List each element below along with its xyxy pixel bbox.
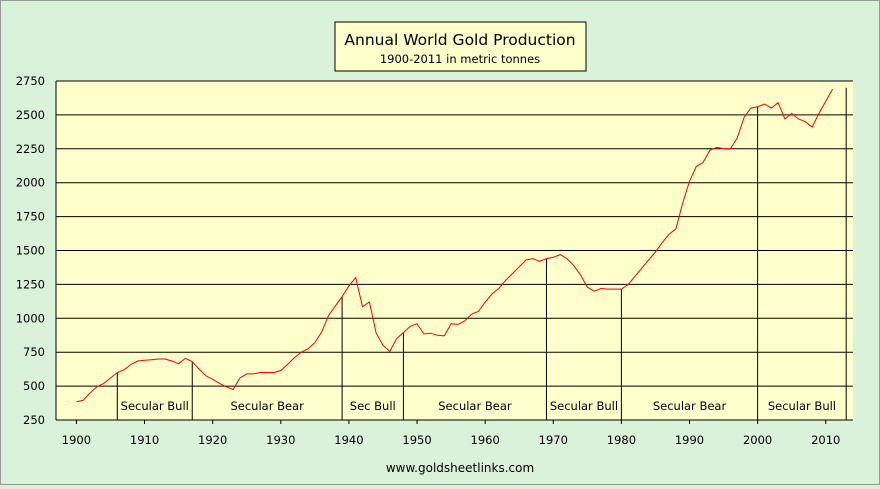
trend-label: Secular Bear: [438, 399, 512, 413]
source-link[interactable]: www.goldsheetlinks.com: [386, 461, 534, 475]
x-tick-label: 1960: [471, 433, 500, 447]
x-tick-label: 1930: [266, 433, 295, 447]
line-layer: [76, 88, 834, 403]
chart-subtitle: 1900-2011 in metric tonnes: [380, 52, 540, 66]
trend-label: Secular Bull: [121, 399, 189, 413]
y-tick-label: 2000: [16, 176, 45, 190]
production-line: [76, 88, 834, 403]
annotation-layer: Secular Bull Secular Bear Sec Bull Secular …: [121, 399, 836, 413]
x-tick-label: 1900: [62, 433, 91, 447]
x-tick-label: 2000: [743, 433, 772, 447]
x-tick-label: 1950: [402, 433, 431, 447]
y-tick-label: 1250: [16, 277, 45, 291]
divider-layer: [116, 87, 847, 420]
title-box-frame: [334, 21, 587, 72]
y-tick-label: 2250: [16, 142, 45, 156]
y-tick-label: 2750: [16, 74, 45, 88]
title-box: Annual World Gold Production 1900-2011 i…: [334, 21, 587, 72]
y-tick-label: 2500: [16, 108, 45, 122]
x-tick-label: 1990: [675, 433, 704, 447]
x-tick-label: 1940: [334, 433, 363, 447]
x-tick-label: 1920: [198, 433, 227, 447]
trend-label: Secular Bear: [653, 399, 727, 413]
y-tick-layer: 250 500 750 1000 1250 1500 1750 2000 2250 2500 275…: [16, 74, 45, 427]
x-tick-label: 1910: [130, 433, 159, 447]
trend-label: Sec Bull: [350, 399, 396, 413]
y-tick-label: 250: [23, 413, 45, 427]
y-tick-label: 750: [23, 345, 45, 359]
x-tick-label: 1980: [607, 433, 636, 447]
y-tick-label: 1750: [16, 210, 45, 224]
y-tick-label: 1000: [16, 311, 45, 325]
x-tick-label: 2010: [811, 433, 840, 447]
trend-label: Secular Bull: [550, 399, 618, 413]
grid-layer: [55, 80, 853, 421]
x-tick-layer: 1900 1910 1920 1930 1940 1950 1960 1970 1980 1990…: [62, 420, 840, 447]
y-tick-label: 1500: [16, 244, 45, 258]
y-tick-label: 500: [23, 379, 45, 393]
trend-label: Secular Bull: [768, 399, 836, 413]
chart-title: Annual World Gold Production: [344, 31, 575, 49]
trend-label: Secular Bear: [230, 399, 304, 413]
x-tick-label: 1970: [539, 433, 568, 447]
